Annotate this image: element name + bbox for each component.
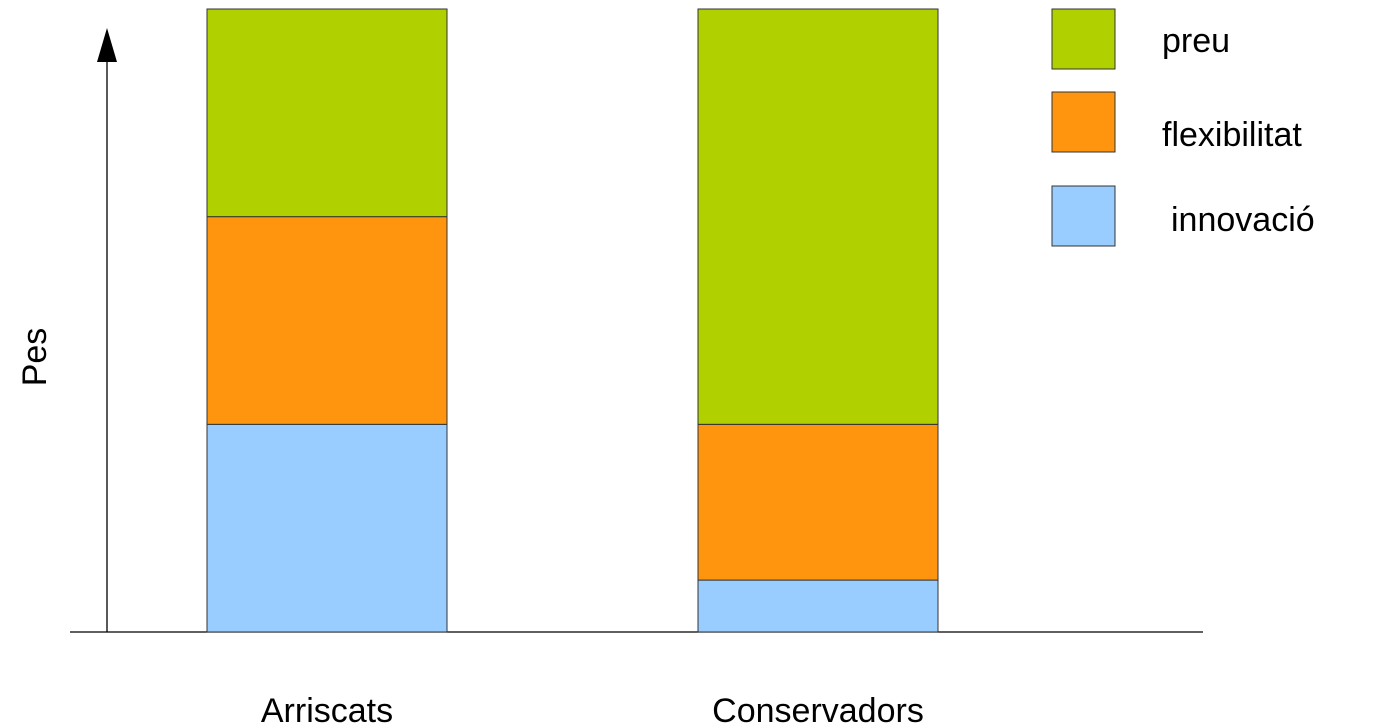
legend-swatch xyxy=(1051,185,1116,247)
bar-segment-arriscats-0 xyxy=(206,423,448,633)
legend-label: innovació xyxy=(1171,201,1315,239)
legend-label: preu xyxy=(1162,22,1230,60)
bar-segment-arriscats-1 xyxy=(206,216,448,425)
bar-segment-conservadors-1 xyxy=(697,423,939,581)
legend-swatch xyxy=(1051,91,1116,153)
legend-swatch xyxy=(1051,8,1116,70)
y-axis-arrowhead xyxy=(97,28,117,62)
x-tick-label: Conservadors xyxy=(712,692,924,727)
x-tick-labels: Arriscats Conservadors xyxy=(261,692,924,727)
x-tick-label: Arriscats xyxy=(261,692,393,727)
bar-segment-conservadors-2 xyxy=(697,8,939,425)
y-axis-label: Pes xyxy=(16,328,54,387)
bar-segment-conservadors-0 xyxy=(697,579,939,633)
bar-segment-arriscats-2 xyxy=(206,8,448,218)
legend-label: flexibilitat xyxy=(1162,116,1302,154)
bars-group xyxy=(206,8,939,633)
legend: preu flexibilitat innovació xyxy=(1051,8,1315,247)
